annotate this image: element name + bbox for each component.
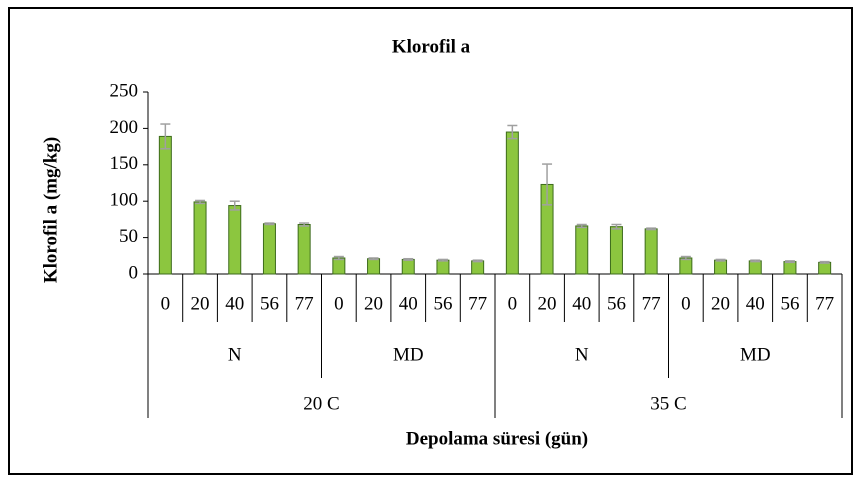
error-bar bbox=[819, 260, 830, 264]
bar bbox=[714, 259, 728, 275]
y-axis-label: Klorofil a (mg/kg) bbox=[40, 137, 61, 283]
bar bbox=[818, 261, 832, 275]
error-bar bbox=[160, 123, 171, 150]
error-bar bbox=[611, 223, 622, 230]
bar bbox=[609, 226, 623, 275]
x-tick-label: 40 bbox=[572, 293, 591, 314]
bar bbox=[367, 258, 381, 275]
y-tick-label: 150 bbox=[110, 153, 139, 174]
x-tick-label: 56 bbox=[260, 293, 279, 314]
bar bbox=[332, 257, 346, 275]
error-bar bbox=[750, 259, 761, 263]
bar bbox=[471, 260, 485, 275]
bar bbox=[575, 225, 589, 275]
error-bar bbox=[680, 255, 691, 261]
bar bbox=[505, 131, 519, 275]
x-tick-label: 77 bbox=[815, 293, 834, 314]
bar bbox=[783, 261, 797, 275]
error-bar bbox=[576, 223, 587, 229]
error-bar bbox=[646, 227, 657, 231]
y-tick-label: 250 bbox=[110, 80, 139, 101]
x-tick-label: 56 bbox=[433, 293, 452, 314]
x-tick-label: 40 bbox=[399, 293, 418, 314]
error-bar bbox=[368, 257, 379, 261]
bar bbox=[748, 260, 762, 275]
x-tick-label: 20 bbox=[711, 293, 730, 314]
x-tick-label: 0 bbox=[161, 293, 171, 314]
chart-border bbox=[8, 7, 853, 475]
error-bar bbox=[784, 260, 795, 264]
bar bbox=[193, 201, 207, 275]
y-tick-label: 0 bbox=[129, 262, 139, 283]
y-tick-label: 100 bbox=[110, 190, 139, 211]
error-bar bbox=[507, 124, 518, 140]
bar bbox=[436, 259, 450, 275]
y-tick-label: 200 bbox=[110, 117, 139, 138]
x-tick-label: 77 bbox=[295, 293, 314, 314]
x-tick-label: 77 bbox=[642, 293, 661, 314]
x-tick-label: 20 bbox=[191, 293, 210, 314]
error-bar bbox=[542, 163, 553, 206]
error-bar bbox=[264, 222, 275, 226]
x-tick-label: 0 bbox=[681, 293, 691, 314]
error-bar bbox=[403, 257, 414, 261]
group-label: 20 C bbox=[303, 393, 339, 414]
subgroup-label: N bbox=[575, 344, 589, 365]
x-tick-label: 0 bbox=[508, 293, 518, 314]
bar bbox=[297, 223, 311, 275]
bar bbox=[228, 205, 242, 275]
x-tick-label: 56 bbox=[607, 293, 626, 314]
subgroup-label: N bbox=[228, 344, 242, 365]
bar bbox=[158, 135, 172, 275]
x-tick-label: 0 bbox=[334, 293, 344, 314]
chart-title: Klorofil a bbox=[392, 36, 471, 57]
subgroup-label: MD bbox=[740, 344, 771, 365]
x-tick-label: 56 bbox=[780, 293, 799, 314]
error-bar bbox=[715, 258, 726, 262]
bar bbox=[262, 223, 276, 275]
error-bar bbox=[437, 258, 448, 262]
x-tick-label: 40 bbox=[225, 293, 244, 314]
subgroup-label: MD bbox=[393, 344, 424, 365]
y-tick-label: 50 bbox=[119, 226, 138, 247]
x-tick-label: 77 bbox=[468, 293, 487, 314]
error-bar bbox=[299, 222, 310, 227]
error-bar bbox=[195, 199, 206, 205]
bar bbox=[401, 258, 415, 275]
error-bar bbox=[333, 255, 344, 261]
x-tick-label: 20 bbox=[538, 293, 557, 314]
bar bbox=[644, 228, 658, 275]
x-tick-label: 20 bbox=[364, 293, 383, 314]
x-tick-label: 40 bbox=[746, 293, 765, 314]
group-label: 35 C bbox=[650, 393, 686, 414]
error-bar bbox=[472, 259, 483, 263]
bar bbox=[679, 257, 693, 275]
error-bar bbox=[229, 200, 240, 211]
x-axis-label: Depolama süresi (gün) bbox=[406, 428, 588, 449]
